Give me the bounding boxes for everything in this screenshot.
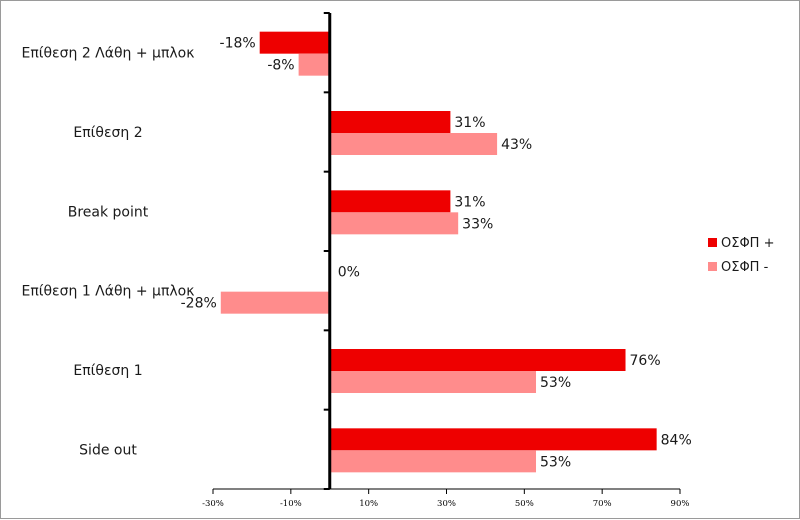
category-label-0: Επίθεση 2 Λάθη + μπλοκ [21,46,194,62]
bar-minus-5 [329,450,537,473]
data-label-minus-4: 53% [540,375,571,391]
data-label-plus-1: 31% [454,115,485,131]
data-label-plus-3: 0% [338,265,360,281]
legend-swatch-plus [708,238,717,247]
bar-plus-4 [329,349,626,371]
x-tick-label-1: -10% [280,499,302,509]
bar-minus-1 [329,133,498,155]
bar-plus-2 [329,190,451,213]
data-label-plus-2: 31% [454,194,485,210]
x-tick-label-4: 50% [515,499,534,509]
bar-plus-0 [259,31,330,54]
bar-minus-4 [329,371,537,393]
data-label-minus-5: 53% [540,454,571,470]
bar-minus-0 [298,53,330,76]
x-tick-label-5: 70% [593,499,612,509]
x-tick-label-2: 10% [359,499,378,509]
bar-plus-1 [329,111,451,133]
category-label-5: Side out [79,442,137,458]
data-label-plus-0: -18% [220,36,256,52]
data-label-plus-4: 76% [630,353,661,369]
category-label-3: Επίθεση 1 Λάθη + μπλοκ [21,284,194,300]
category-label-2: Break point [68,204,149,220]
x-tick-label-3: 30% [437,499,456,509]
x-tick-label-6: 90% [671,499,690,509]
bar-minus-3 [220,291,330,314]
data-label-minus-3: -28% [181,296,217,312]
x-tick-label-0: -30% [202,499,224,509]
category-label-4: Επίθεση 1 [73,363,142,379]
legend-swatch-minus [708,262,717,271]
bar-plus-5 [329,428,657,451]
data-label-minus-0: -8% [267,58,294,74]
data-label-minus-2: 33% [462,216,493,232]
legend-label-minus: ΟΣΦΠ - [721,260,769,275]
data-label-minus-1: 43% [501,137,532,153]
data-label-plus-5: 84% [661,432,692,448]
legend-label-plus: ΟΣΦΠ + [721,236,774,251]
bar-minus-2 [329,212,459,235]
category-label-1: Επίθεση 2 [73,125,142,141]
